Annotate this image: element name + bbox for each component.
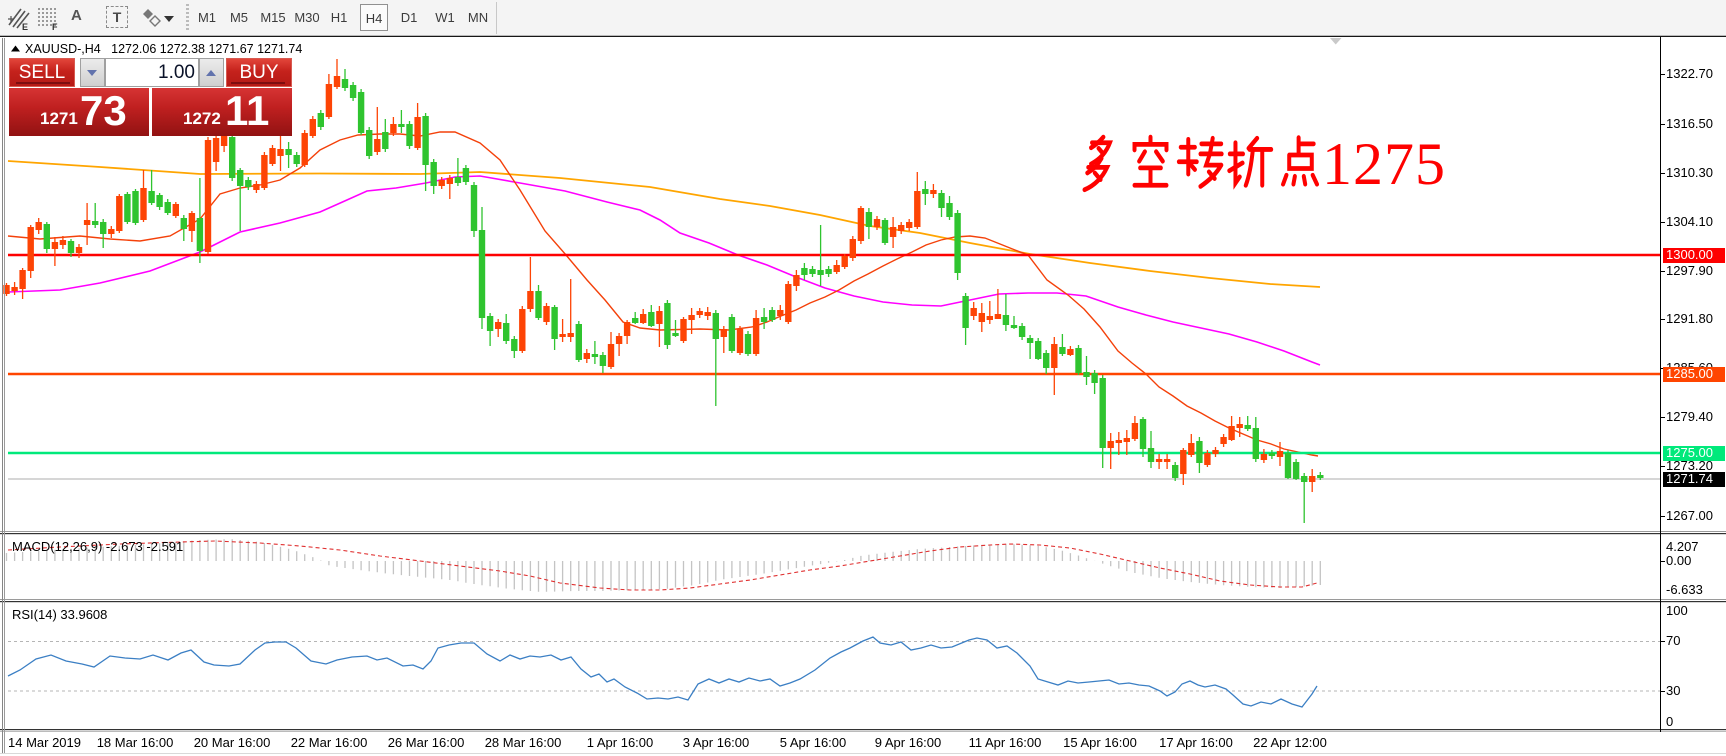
svg-text:F: F (52, 22, 58, 31)
svg-text:E: E (22, 22, 28, 31)
